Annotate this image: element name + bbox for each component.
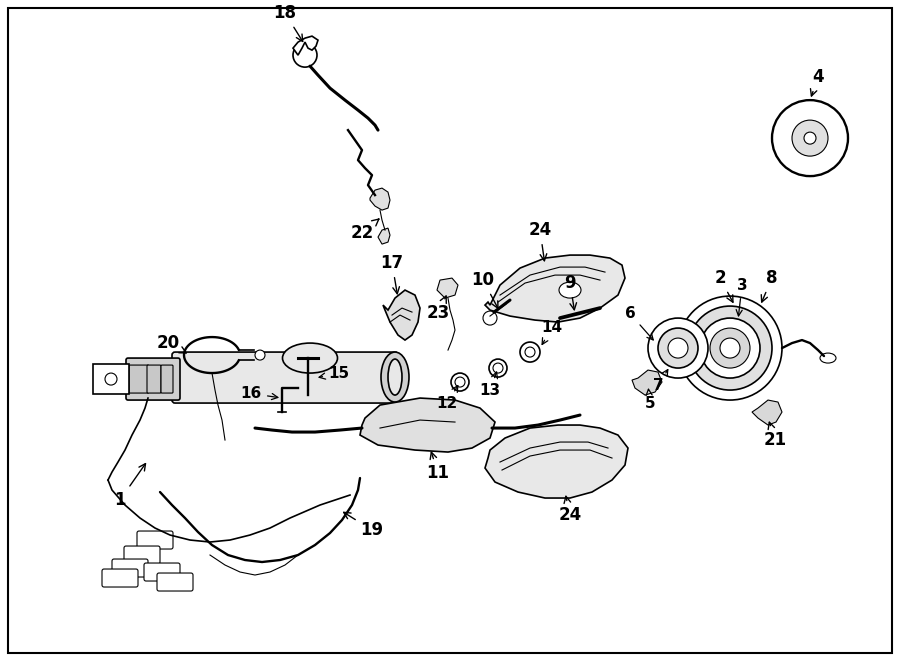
Ellipse shape xyxy=(559,282,581,298)
Ellipse shape xyxy=(820,353,836,363)
Text: 23: 23 xyxy=(427,296,450,322)
Polygon shape xyxy=(360,398,495,452)
Polygon shape xyxy=(632,370,662,395)
Text: 13: 13 xyxy=(480,372,500,398)
Polygon shape xyxy=(752,400,782,425)
Text: 9: 9 xyxy=(564,274,577,310)
Text: 8: 8 xyxy=(761,269,778,302)
Text: 2: 2 xyxy=(715,269,733,302)
Circle shape xyxy=(720,338,740,358)
FancyBboxPatch shape xyxy=(126,358,180,400)
Text: 3: 3 xyxy=(736,278,747,316)
Polygon shape xyxy=(378,228,390,244)
Ellipse shape xyxy=(283,343,338,373)
Text: 20: 20 xyxy=(157,334,186,353)
FancyBboxPatch shape xyxy=(144,563,180,581)
Circle shape xyxy=(451,373,469,391)
Circle shape xyxy=(483,311,497,325)
FancyBboxPatch shape xyxy=(137,531,173,549)
Ellipse shape xyxy=(388,359,402,395)
FancyBboxPatch shape xyxy=(102,569,138,587)
Text: 10: 10 xyxy=(472,271,498,308)
Text: 1: 1 xyxy=(114,463,146,509)
Circle shape xyxy=(678,296,782,400)
Circle shape xyxy=(804,132,816,144)
Circle shape xyxy=(493,363,503,373)
FancyBboxPatch shape xyxy=(93,364,129,394)
Text: 4: 4 xyxy=(811,68,824,96)
Circle shape xyxy=(648,318,708,378)
Circle shape xyxy=(105,373,117,385)
Text: 11: 11 xyxy=(427,452,449,482)
Circle shape xyxy=(525,347,535,357)
FancyBboxPatch shape xyxy=(129,365,149,393)
Circle shape xyxy=(772,100,848,176)
Polygon shape xyxy=(370,188,390,210)
Circle shape xyxy=(668,338,688,358)
Text: 14: 14 xyxy=(542,320,562,344)
FancyBboxPatch shape xyxy=(161,365,173,393)
Circle shape xyxy=(658,328,698,368)
Circle shape xyxy=(293,43,317,67)
Circle shape xyxy=(700,318,760,378)
Text: 21: 21 xyxy=(763,422,787,449)
Text: 12: 12 xyxy=(436,385,458,411)
Text: 5: 5 xyxy=(644,389,655,411)
Text: 24: 24 xyxy=(558,496,581,524)
Circle shape xyxy=(710,328,750,368)
Polygon shape xyxy=(485,255,625,322)
Text: 6: 6 xyxy=(625,306,653,340)
Text: 19: 19 xyxy=(344,512,383,539)
Polygon shape xyxy=(485,425,628,498)
Polygon shape xyxy=(437,278,458,298)
Polygon shape xyxy=(293,36,318,55)
Circle shape xyxy=(688,306,772,390)
Circle shape xyxy=(489,359,507,377)
FancyBboxPatch shape xyxy=(124,546,160,564)
Ellipse shape xyxy=(381,352,409,402)
Circle shape xyxy=(455,377,465,387)
Circle shape xyxy=(255,350,265,360)
Text: 15: 15 xyxy=(320,366,349,381)
FancyBboxPatch shape xyxy=(147,365,161,393)
FancyBboxPatch shape xyxy=(157,573,193,591)
Text: 16: 16 xyxy=(241,386,278,401)
Circle shape xyxy=(792,120,828,156)
Text: 17: 17 xyxy=(381,254,403,293)
Text: 24: 24 xyxy=(528,221,552,261)
Text: 18: 18 xyxy=(274,4,302,42)
Circle shape xyxy=(520,342,540,362)
Text: 7: 7 xyxy=(652,369,668,393)
FancyBboxPatch shape xyxy=(112,559,148,577)
Polygon shape xyxy=(383,290,420,340)
FancyBboxPatch shape xyxy=(172,352,398,403)
Text: 22: 22 xyxy=(350,219,379,242)
